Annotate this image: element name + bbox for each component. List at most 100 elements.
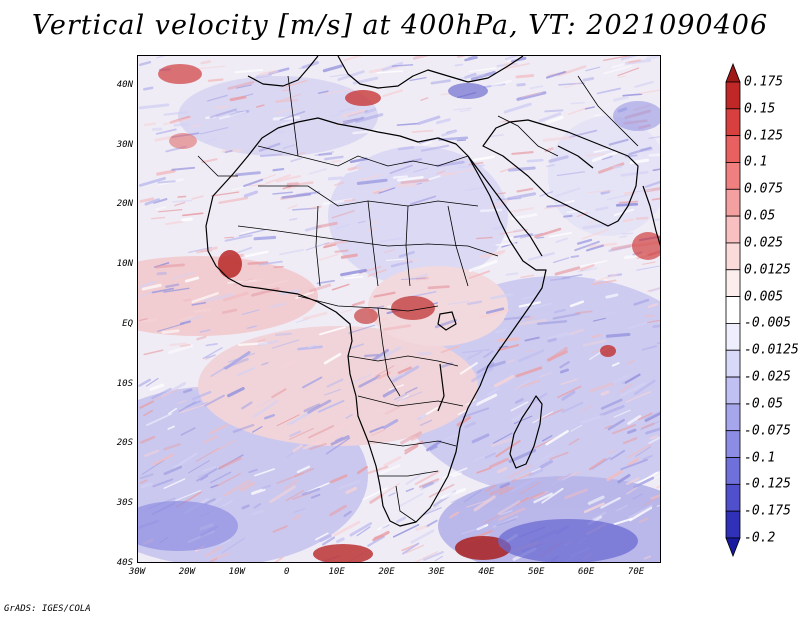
field-streak <box>200 60 212 65</box>
field-streak <box>598 162 625 174</box>
field-streak <box>199 329 211 333</box>
field-streak <box>151 387 172 400</box>
field-streak <box>367 268 387 278</box>
field-streak <box>628 146 652 156</box>
field-streak <box>241 309 260 315</box>
colorbar-segment <box>725 296 741 324</box>
field-streak <box>496 467 508 474</box>
field-streak <box>287 185 297 190</box>
field-streak <box>411 129 434 133</box>
field-streak <box>385 258 405 261</box>
field-streak <box>150 216 166 220</box>
field-streak <box>462 407 490 418</box>
field-streak <box>343 56 363 62</box>
field-streak <box>558 82 585 86</box>
field-streak <box>289 217 298 221</box>
field-streak <box>343 198 356 202</box>
field-streak <box>529 85 544 90</box>
field-streak <box>181 217 193 222</box>
field-streak <box>282 144 295 150</box>
field-streak <box>140 482 153 489</box>
field-streak <box>505 272 519 276</box>
field-streak <box>184 315 203 322</box>
field-streak <box>492 226 504 230</box>
field-streak <box>513 415 533 425</box>
colorbar-segment <box>725 162 741 190</box>
field-streak <box>511 151 534 156</box>
field-streak <box>490 437 514 448</box>
field-streak <box>532 451 555 466</box>
field-streak <box>633 476 655 489</box>
field-streak <box>499 510 513 516</box>
colorbar-segment <box>725 108 741 137</box>
field-streak <box>382 89 403 98</box>
field-streak <box>251 287 280 297</box>
field-streak <box>441 129 458 137</box>
field-streak <box>349 522 373 537</box>
colorbar-segment <box>725 215 741 244</box>
field-streak <box>572 507 581 511</box>
field-streak <box>496 518 517 527</box>
field-streak <box>309 442 327 451</box>
field-streak <box>323 352 342 365</box>
lon-label: 40E <box>478 567 495 577</box>
field-streak <box>576 212 589 217</box>
field-streak <box>323 243 337 249</box>
field-streak <box>168 407 177 415</box>
field-streak <box>305 242 330 251</box>
field-streak <box>279 110 306 121</box>
field-streak <box>138 318 148 322</box>
field-streak <box>179 315 194 322</box>
field-streak <box>404 440 424 452</box>
colorbar-tick-label: -0.0125 <box>744 342 799 358</box>
field-streak <box>569 129 598 138</box>
field-streak <box>588 458 607 471</box>
field-streak <box>241 401 253 410</box>
field-streak <box>400 431 422 445</box>
lat-label: 40S <box>116 558 133 568</box>
field-streak <box>292 444 304 453</box>
field-streak <box>244 250 269 258</box>
field-streak <box>612 95 629 102</box>
field-streak <box>308 168 328 175</box>
field-streak <box>341 109 366 118</box>
field-streak <box>274 130 285 135</box>
field-streak <box>440 487 466 500</box>
field-streak <box>172 199 193 203</box>
field-streak <box>338 107 355 113</box>
field-streak <box>611 63 624 69</box>
field-streak <box>264 279 290 287</box>
field-streak <box>351 300 366 307</box>
colorbar-segment <box>725 457 741 485</box>
field-streak <box>331 160 342 163</box>
field-streak <box>203 434 219 444</box>
field-streak <box>628 322 647 329</box>
field-streak <box>308 425 335 439</box>
field-streak <box>139 473 154 480</box>
colorbar-tick-label: -0.175 <box>744 503 791 519</box>
field-streak <box>603 65 632 75</box>
field-streak <box>302 311 328 321</box>
field-streak <box>145 377 159 387</box>
field-streak <box>167 425 175 430</box>
field-streak <box>427 285 450 290</box>
field-streak <box>582 76 595 82</box>
field-streak <box>152 478 174 488</box>
field-streak <box>651 197 660 201</box>
field-streak <box>356 178 388 186</box>
field-streak <box>620 56 638 61</box>
field-streak <box>566 210 586 213</box>
field-streak <box>157 323 185 332</box>
field-streak <box>622 218 634 223</box>
field-streak <box>507 464 533 479</box>
field-streak <box>209 423 229 435</box>
field-streak <box>241 504 250 510</box>
field-streak <box>210 552 230 561</box>
lon-label: 0 <box>283 567 290 577</box>
lat-label: 30S <box>116 498 133 509</box>
field-streak <box>514 379 531 391</box>
field-streak <box>638 517 649 524</box>
field-streak <box>269 485 296 504</box>
field-streak <box>405 544 425 554</box>
field-streak <box>382 324 412 331</box>
